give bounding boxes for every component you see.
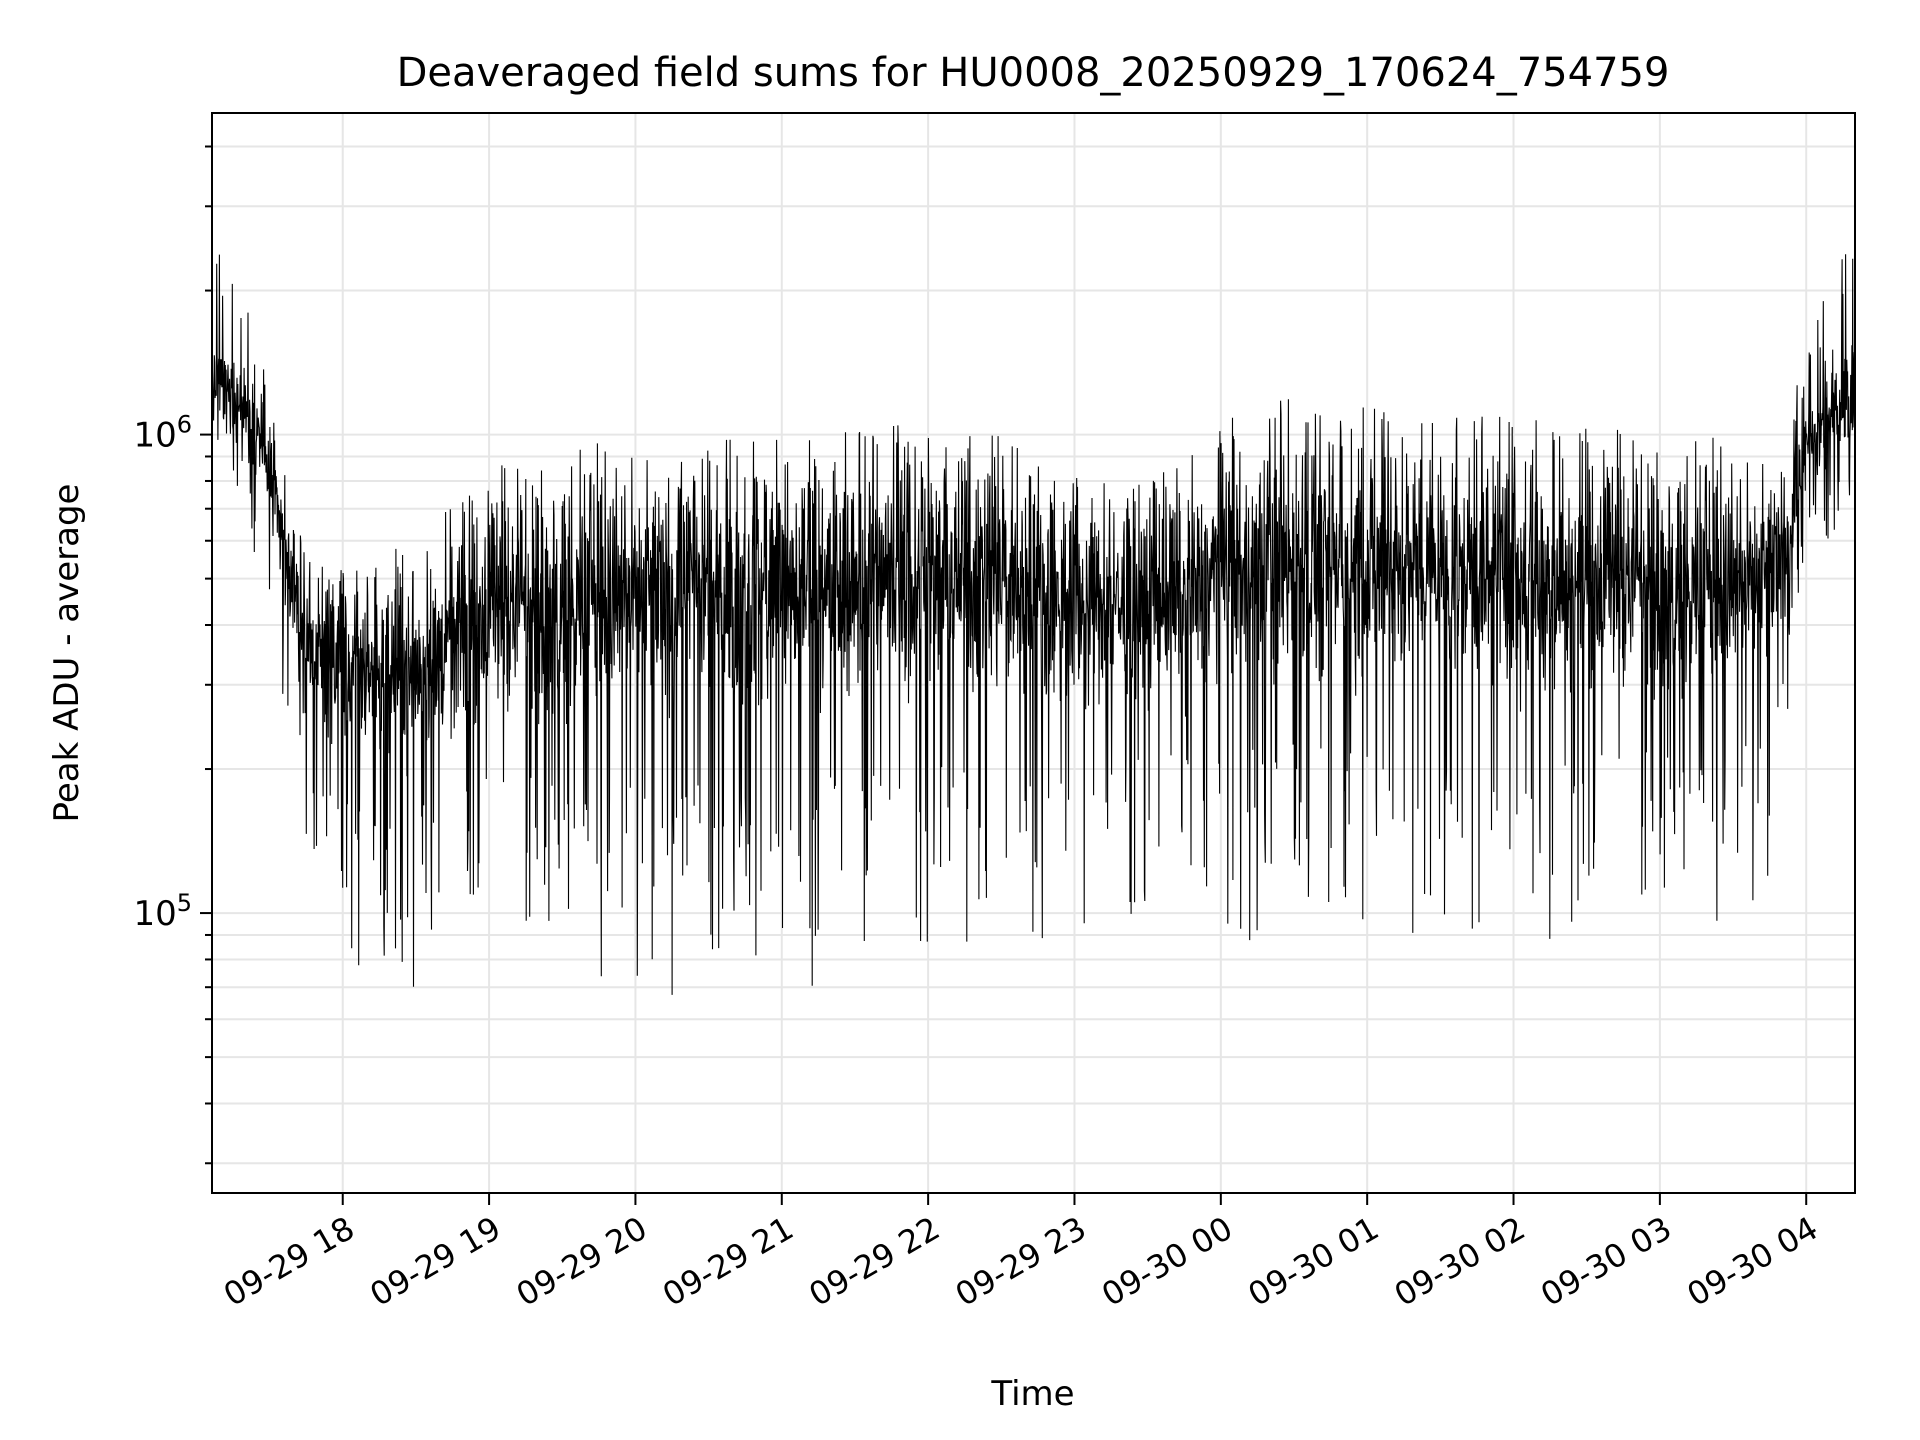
y-tick-label: 106 (133, 411, 192, 456)
y-axis-label: Peak ADU - average (47, 484, 87, 823)
y-axis: 105 106 (133, 145, 212, 1165)
y-tick-label: 105 (133, 889, 192, 934)
plot-frame (211, 112, 1856, 1194)
chart-title: Deaveraged field sums for HU0008_2025092… (397, 50, 1670, 96)
x-axis-label: Time (990, 1374, 1074, 1414)
series-group (211, 254, 1856, 995)
series-line (211, 254, 1856, 995)
